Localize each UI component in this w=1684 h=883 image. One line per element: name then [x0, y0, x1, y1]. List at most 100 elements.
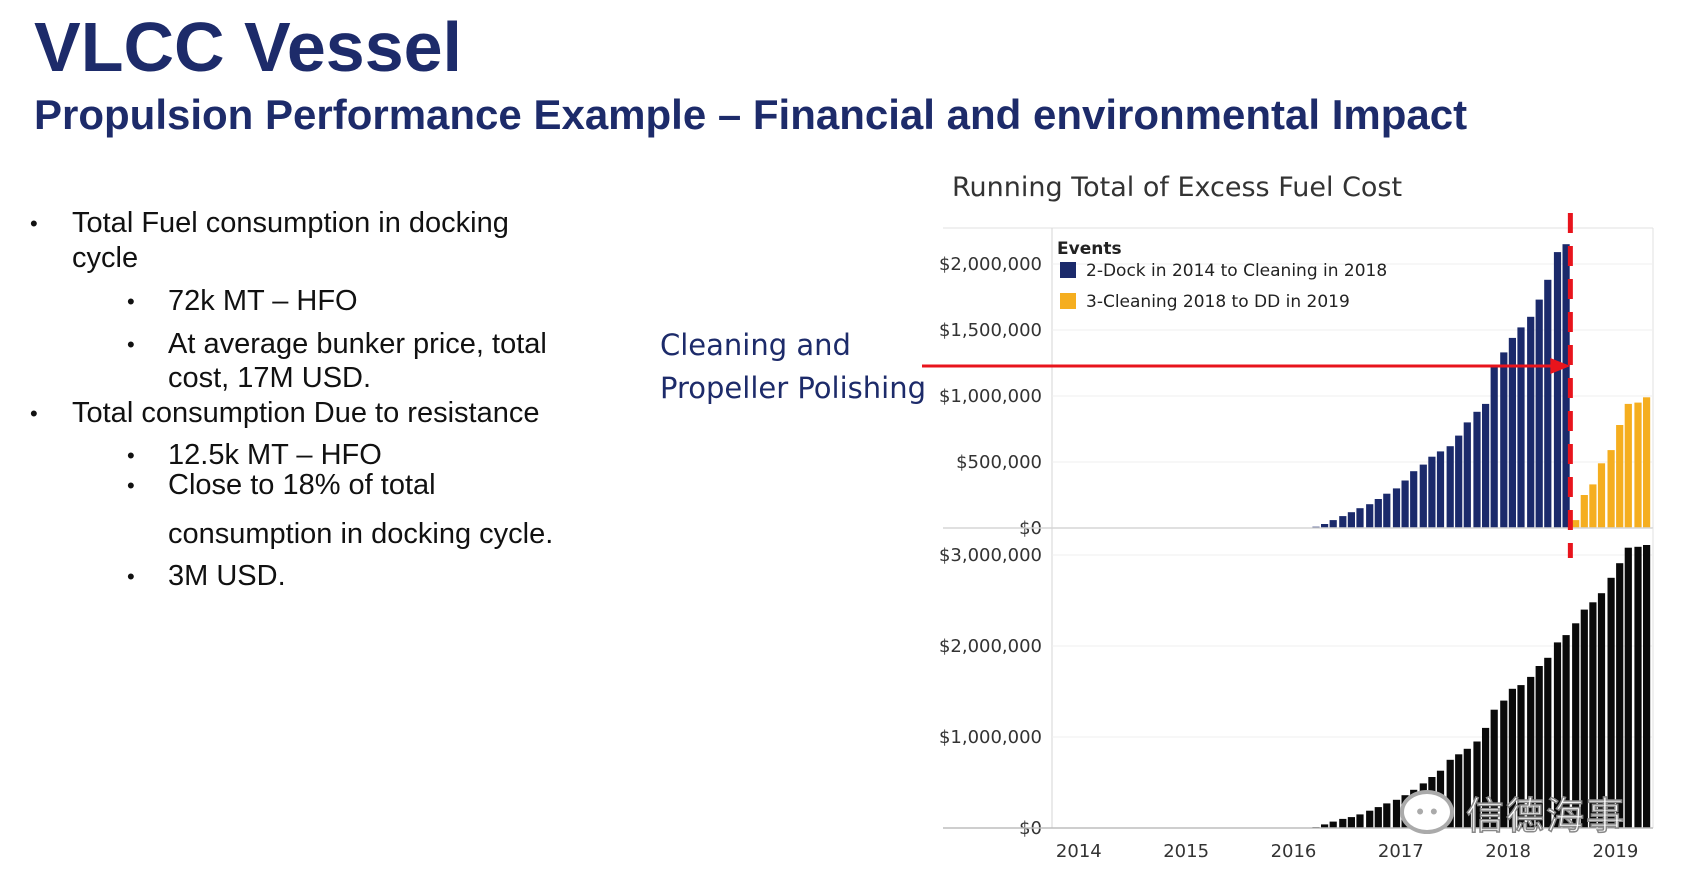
bar	[1428, 456, 1436, 528]
bar	[1535, 666, 1543, 828]
bar	[1374, 807, 1382, 828]
y-tick-label: $2,000,000	[939, 254, 1042, 275]
bar	[1463, 748, 1471, 828]
overlay	[922, 213, 1573, 558]
bar	[1544, 279, 1552, 528]
bar	[1473, 741, 1481, 828]
legend-swatch	[1060, 293, 1076, 309]
bar	[1624, 403, 1632, 528]
bar	[1597, 463, 1606, 528]
bullet-fuel-mt: 72k MT – HFO	[168, 285, 358, 317]
page-subtitle: Propulsion Performance Example – Financi…	[34, 91, 1468, 138]
annotation-line1: Cleaning and	[660, 328, 851, 362]
bar	[1508, 688, 1516, 828]
y-tick-label: $1,500,000	[939, 320, 1042, 341]
watermark-text: 信德海事	[1465, 793, 1627, 839]
bar	[1392, 799, 1401, 828]
bar	[1527, 676, 1535, 828]
bar	[1553, 642, 1562, 828]
bar	[1517, 327, 1525, 528]
x-tick-label: 2015	[1163, 841, 1209, 862]
x-tick-label: 2017	[1378, 841, 1424, 862]
bullet-resistance-share-line1: Close to 18% of total	[168, 469, 436, 501]
bar	[1455, 754, 1463, 828]
bar	[1616, 563, 1624, 828]
bar	[1455, 435, 1463, 528]
bar	[1643, 397, 1651, 528]
bar	[1607, 450, 1615, 528]
bar	[1463, 422, 1471, 528]
bar	[1339, 818, 1347, 828]
bar	[1580, 609, 1588, 828]
bar	[1339, 516, 1347, 528]
bullet-marker: •	[127, 473, 135, 498]
bar	[1419, 464, 1427, 528]
bar	[1410, 471, 1418, 528]
x-tick-label: 2016	[1271, 841, 1317, 862]
bullet-marker: •	[127, 564, 135, 589]
bar	[1508, 337, 1516, 528]
bar	[1643, 545, 1651, 828]
chart-title: Running Total of Excess Fuel Cost	[952, 172, 1403, 203]
cleaning-annotation: Cleaning and Propeller Polishing	[660, 324, 926, 410]
bar	[1356, 814, 1364, 828]
bar	[1473, 411, 1481, 528]
annotation-line2: Propeller Polishing	[660, 371, 926, 405]
bullet-marker: •	[127, 289, 135, 314]
bar	[1490, 367, 1498, 528]
x-tick-label: 2019	[1593, 841, 1639, 862]
bar	[1500, 352, 1508, 528]
bar	[1401, 480, 1409, 528]
bar	[1624, 547, 1632, 828]
legend-label: 3-Cleaning 2018 to DD in 2019	[1086, 292, 1350, 312]
bar	[1562, 635, 1570, 828]
bullet-marker: •	[127, 332, 135, 357]
y-tick-label: $3,000,000	[939, 545, 1042, 566]
y-tick-label: $1,000,000	[939, 727, 1042, 748]
legend-label: 2-Dock in 2014 to Cleaning in 2018	[1086, 261, 1387, 281]
annotation-arrow-head	[1550, 358, 1571, 374]
x-tick-label: 2014	[1056, 841, 1102, 862]
bar	[1500, 700, 1508, 828]
bullet-fuel-cost-line2: cost, 17M USD.	[168, 362, 372, 394]
bullet-resistance-share-line2: consumption in docking cycle.	[168, 518, 554, 550]
bar	[1527, 316, 1535, 528]
bar	[1589, 484, 1597, 528]
bar	[1482, 727, 1490, 828]
bar	[1553, 252, 1562, 528]
bar	[1482, 403, 1490, 528]
bar	[1366, 810, 1374, 828]
bar	[1446, 446, 1454, 528]
bar	[1616, 425, 1624, 528]
bar	[1562, 244, 1570, 528]
y-tick-label: $1,000,000	[939, 386, 1042, 407]
bar	[1347, 817, 1355, 828]
bar	[1321, 824, 1329, 828]
bullet-list: • Total Fuel consumption in docking cycl…	[0, 0, 620, 660]
bar	[1383, 803, 1391, 828]
legend-title: Events	[1057, 239, 1122, 259]
bullet-resistance-mt: 12.5k MT – HFO	[168, 439, 382, 471]
bar	[1374, 499, 1382, 528]
bar	[1490, 709, 1498, 828]
bar	[1446, 759, 1454, 829]
bullet-marker: •	[30, 211, 38, 236]
page-title: VLCC Vessel	[34, 8, 462, 86]
bar	[1572, 623, 1580, 829]
bar	[1580, 495, 1588, 528]
bar	[1392, 488, 1401, 528]
bar	[1634, 402, 1642, 528]
bar	[1329, 821, 1337, 828]
bar	[1356, 508, 1364, 528]
bar	[1366, 504, 1374, 528]
legend-swatch	[1060, 262, 1076, 278]
top-panel: $0$500,000$1,000,000$1,500,000$2,000,000…	[939, 227, 1654, 539]
bar	[1347, 512, 1355, 528]
bar	[1383, 493, 1391, 528]
bar	[1607, 577, 1615, 829]
bullet-fuel-line2: cycle	[72, 242, 139, 274]
bar	[1544, 657, 1552, 828]
bullet-resistance: Total consumption Due to resistance	[72, 397, 540, 429]
